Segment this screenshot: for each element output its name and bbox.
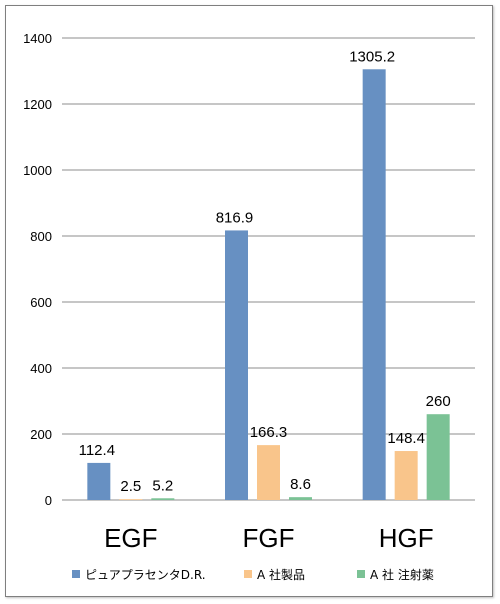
bar — [257, 445, 280, 500]
data-label: 816.9 — [216, 209, 254, 226]
legend-swatch — [72, 570, 80, 578]
y-tick-label: 600 — [30, 295, 52, 310]
bar — [394, 451, 418, 500]
data-label: 8.6 — [290, 476, 311, 493]
category-label: FGF — [243, 523, 295, 553]
bar — [362, 69, 386, 500]
legend-label: A 社 注射薬 — [370, 567, 434, 582]
bar — [119, 499, 143, 500]
data-label: 166.3 — [250, 424, 288, 441]
bar — [151, 498, 175, 500]
data-label: 2.5 — [120, 478, 141, 495]
bar — [426, 414, 450, 500]
y-tick-label: 800 — [30, 229, 52, 244]
legend-label: A 社製品 — [257, 567, 305, 582]
y-tick-label: 1400 — [23, 31, 52, 46]
y-tick-label: 0 — [45, 493, 52, 508]
bar — [289, 497, 312, 500]
category-label: EGF — [104, 523, 157, 553]
data-label: 5.2 — [152, 477, 173, 494]
legend-swatch — [244, 570, 252, 578]
data-label: 148.4 — [387, 430, 425, 447]
data-label: 112.4 — [79, 442, 115, 459]
data-label: 1305.2 — [349, 48, 395, 65]
y-tick-label: 200 — [30, 427, 52, 442]
legend-swatch — [357, 570, 365, 578]
bar — [87, 462, 111, 500]
y-tick-label: 1000 — [23, 163, 52, 178]
y-tick-label: 400 — [30, 361, 52, 376]
bar — [225, 230, 248, 500]
category-label: HGF — [379, 523, 434, 553]
y-tick-label: 1200 — [23, 97, 52, 112]
legend-label: ピュアプラセンタD.R. — [85, 568, 206, 582]
data-label: 260 — [426, 393, 451, 410]
